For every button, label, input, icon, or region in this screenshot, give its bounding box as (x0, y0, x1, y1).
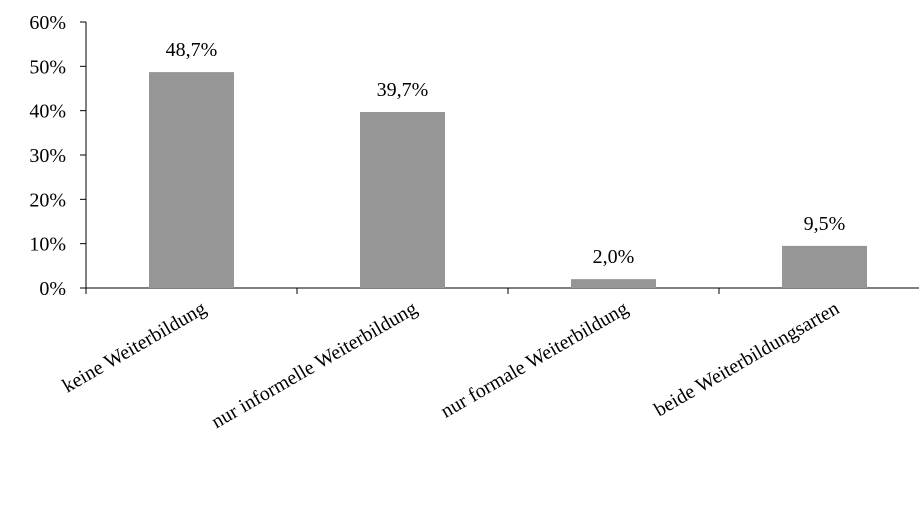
y-axis-ticks: 0% 10% 20% 30% 40% 50% 60% (29, 12, 86, 300)
data-label: 39,7% (377, 79, 429, 101)
y-tick-label: 30% (29, 145, 66, 167)
category-label: nur informelle Weiterbildung (208, 297, 421, 433)
category-label: nur formale Weiterbildung (437, 297, 632, 422)
data-labels: 48,7% 39,7% 2,0% 9,5% (166, 39, 846, 268)
y-tick-label: 60% (29, 12, 66, 34)
y-tick-label: 10% (29, 234, 66, 256)
y-tick-label: 50% (29, 56, 66, 78)
data-label: 9,5% (804, 213, 846, 235)
y-tick-label: 40% (29, 101, 66, 123)
x-axis-ticks (85, 288, 720, 294)
data-label: 48,7% (166, 39, 218, 61)
category-label: keine Weiterbildung (59, 297, 210, 397)
category-label: beide Weiterbildungsarten (650, 297, 843, 421)
bars (149, 72, 867, 288)
bar (782, 245, 867, 288)
bar (571, 279, 656, 288)
y-tick-label: 0% (39, 278, 66, 300)
data-label: 2,0% (593, 246, 635, 268)
bar (360, 111, 445, 288)
bar (149, 72, 234, 288)
y-tick-label: 20% (29, 189, 66, 211)
